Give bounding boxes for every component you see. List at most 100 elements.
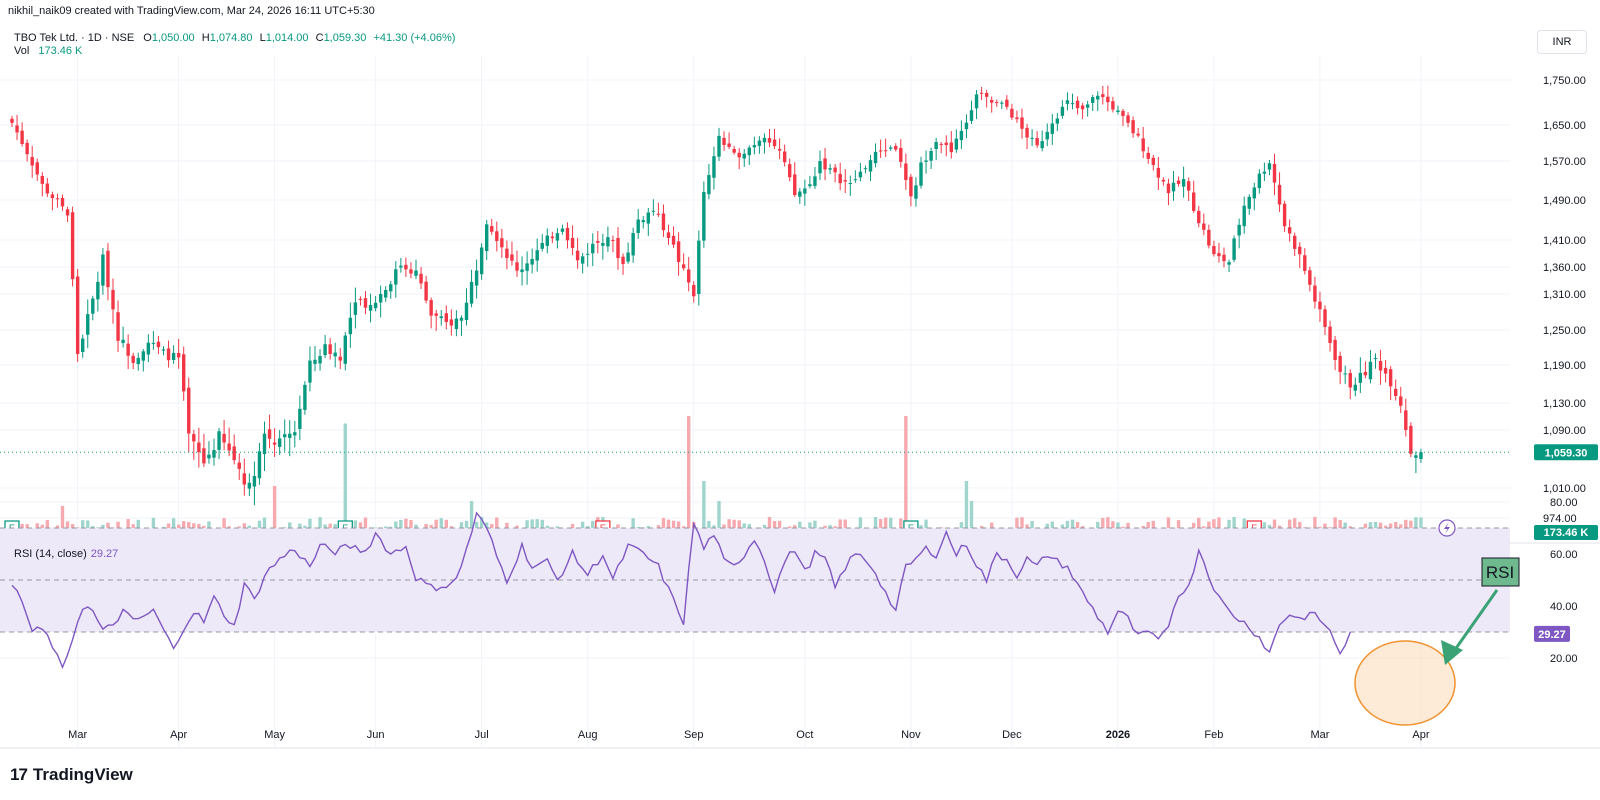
svg-text:173.46 K: 173.46 K xyxy=(1544,527,1589,539)
candle xyxy=(141,348,145,372)
candle xyxy=(353,287,358,329)
candle xyxy=(651,199,656,216)
candle xyxy=(1075,96,1080,115)
candle xyxy=(252,461,257,506)
flash-icon[interactable] xyxy=(1438,519,1456,537)
candle xyxy=(964,114,969,139)
candle xyxy=(1035,131,1039,148)
volume-bar xyxy=(899,518,903,536)
candle xyxy=(586,243,590,267)
candle xyxy=(65,206,70,222)
candle xyxy=(813,167,817,190)
candle xyxy=(515,250,519,277)
candle xyxy=(1197,205,1201,228)
candle xyxy=(742,149,746,167)
candle xyxy=(1237,218,1241,249)
candle xyxy=(227,427,231,457)
price-axis[interactable]: 1,750.00 1,650.00 1,570.00 1,490.00 1,410.00… xyxy=(1534,75,1598,540)
time-tick-label: Feb xyxy=(1204,729,1223,741)
close-label: C xyxy=(315,32,324,44)
candle xyxy=(1202,213,1206,236)
candle xyxy=(247,473,252,497)
candle xyxy=(434,309,438,331)
tradingview-logo-text: TradingView xyxy=(32,765,133,784)
candle xyxy=(1005,95,1009,110)
candle xyxy=(373,296,378,312)
low-label: L xyxy=(259,32,266,44)
candle xyxy=(1353,377,1357,397)
candle xyxy=(25,139,29,162)
candle xyxy=(883,138,888,158)
candle xyxy=(1262,162,1267,182)
candle xyxy=(762,133,767,154)
candle xyxy=(661,204,666,237)
candle xyxy=(479,243,484,280)
rsi-annotation-text: RSI xyxy=(1486,563,1514,582)
currency-button[interactable]: INR xyxy=(1537,30,1587,54)
time-axis[interactable]: Mar Apr May Jun Jul Aug Sep Oct Nov Dec 2026 Feb Mar… xyxy=(68,729,1430,741)
rsi-label[interactable]: RSI (14, close) xyxy=(14,548,87,560)
time-tick-label: Dec xyxy=(1002,729,1022,741)
candle xyxy=(889,145,893,151)
candle xyxy=(1293,232,1297,257)
volume-label[interactable]: Vol xyxy=(14,45,30,57)
candle xyxy=(505,240,509,270)
candle xyxy=(1156,156,1161,190)
candle xyxy=(81,334,85,358)
candle xyxy=(1161,177,1166,186)
rsi-axis[interactable]: 80.00 60.00 40.00 20.00 29.27 xyxy=(1534,497,1578,665)
price-tick-label: 1,410.00 xyxy=(1543,235,1586,247)
candle xyxy=(1308,266,1312,292)
time-tick-label: 2026 xyxy=(1106,729,1130,741)
rsi-annotation: RSI xyxy=(1354,557,1520,726)
candle xyxy=(1303,248,1307,275)
symbol-name[interactable]: TBO Tek Ltd. · 1D · NSE xyxy=(14,32,135,44)
candle xyxy=(1282,200,1287,233)
rsi-value: 29.27 xyxy=(90,548,119,560)
candle xyxy=(449,309,454,336)
price-tick-label: 1,010.00 xyxy=(1543,483,1586,495)
candle xyxy=(788,158,792,182)
candle xyxy=(1025,123,1029,150)
candle xyxy=(1222,247,1226,268)
candle xyxy=(929,147,933,170)
candle xyxy=(176,339,181,369)
candle xyxy=(1166,178,1171,206)
candle xyxy=(151,331,156,350)
time-tick-label: Apr xyxy=(170,729,187,741)
volume-bar xyxy=(631,518,635,536)
candle xyxy=(1121,108,1125,127)
candle xyxy=(318,349,322,371)
volume-bar xyxy=(343,423,347,536)
candle xyxy=(793,162,797,198)
candle xyxy=(242,458,246,496)
candle xyxy=(767,129,772,148)
candle xyxy=(1358,357,1363,393)
candle xyxy=(86,299,90,349)
candle xyxy=(914,177,918,207)
candle xyxy=(848,175,852,196)
candle xyxy=(15,114,19,141)
candle xyxy=(1383,359,1388,383)
candle xyxy=(40,172,44,197)
rsi-pane xyxy=(0,511,1510,670)
candle xyxy=(995,99,999,107)
candle xyxy=(1323,305,1327,336)
candle xyxy=(843,169,847,193)
candle xyxy=(1055,113,1060,132)
candle xyxy=(535,238,539,272)
candle xyxy=(838,162,842,191)
candle xyxy=(777,138,782,160)
candle xyxy=(333,342,337,368)
candle xyxy=(1106,85,1110,112)
svg-text:1,059.30: 1,059.30 xyxy=(1545,447,1588,459)
candle xyxy=(909,173,913,207)
candle xyxy=(45,178,50,198)
candle xyxy=(495,221,499,252)
volume-bar xyxy=(1293,518,1297,536)
svg-text:29.27: 29.27 xyxy=(1538,629,1566,641)
tradingview-logo[interactable]: 17 TradingView xyxy=(10,765,133,785)
time-tick-label: Aug xyxy=(578,729,598,741)
candle xyxy=(803,179,807,206)
